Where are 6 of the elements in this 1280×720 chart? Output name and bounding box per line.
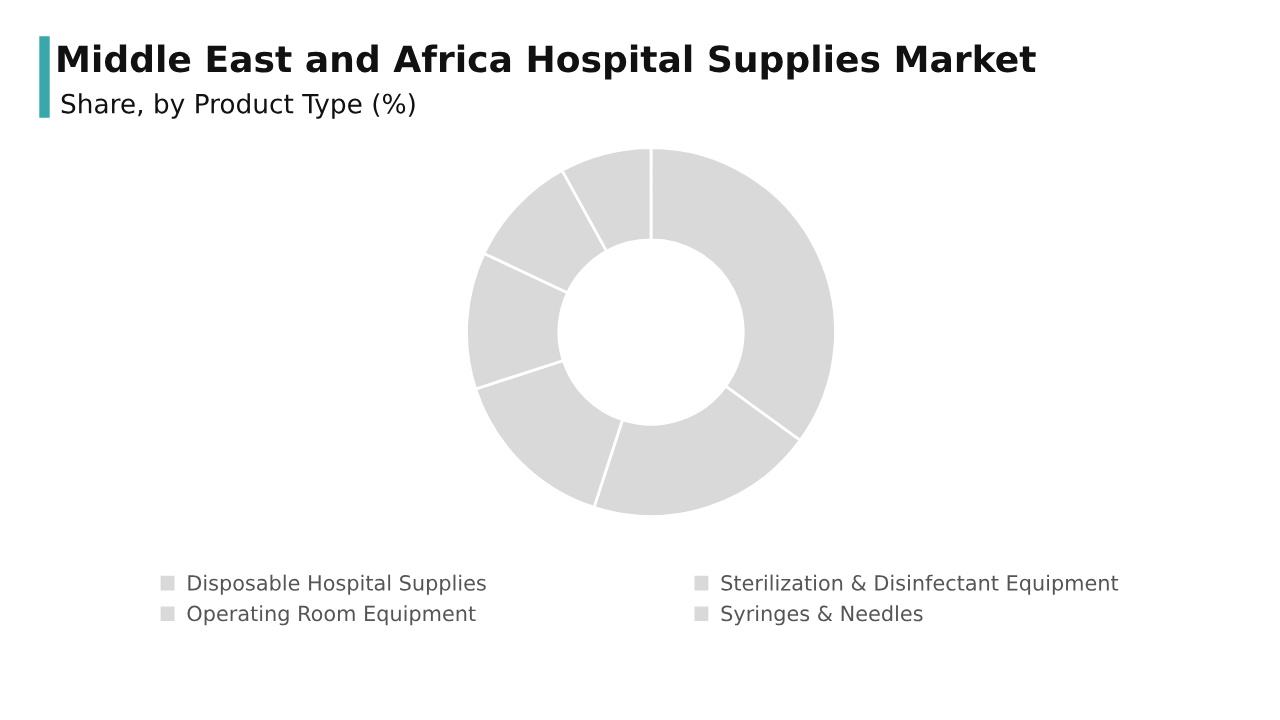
chart-title: Middle East and Africa Hospital Supplies Market	[58, 44, 1036, 80]
legend-label: Operating Room Equipment	[187, 605, 476, 626]
legend-label: Sterilization & Disinfectant Equipment	[721, 574, 1119, 595]
legend-label: Disposable Hospital Supplies	[188, 574, 486, 595]
chart-subtitle: Share, by Product Type (%)	[61, 93, 415, 119]
legend-label: Syringes & Needles	[721, 605, 923, 626]
